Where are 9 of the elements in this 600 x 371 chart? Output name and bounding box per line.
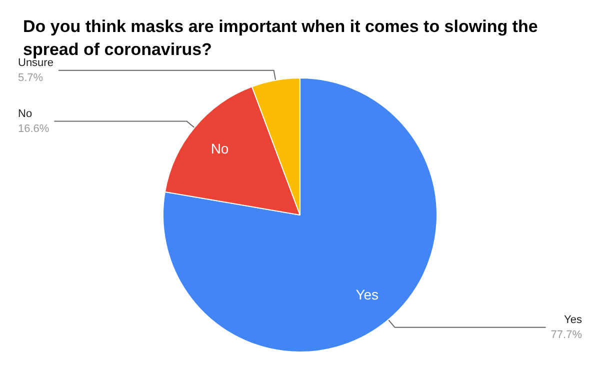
slice-label: No: [210, 140, 229, 157]
slice-label: No: [18, 108, 32, 120]
slice-label: Yes: [356, 286, 379, 303]
slice-label: Yes: [564, 314, 582, 326]
data-label: 16.6%: [18, 122, 50, 135]
data-label: 5.7%: [18, 72, 44, 84]
chart-title: Do you think masks are important when it comes to slowing the spread of coronavirus?: [23, 17, 543, 59]
data-label: 77.7%: [550, 328, 582, 341]
slice-label: Unsure: [18, 56, 54, 69]
